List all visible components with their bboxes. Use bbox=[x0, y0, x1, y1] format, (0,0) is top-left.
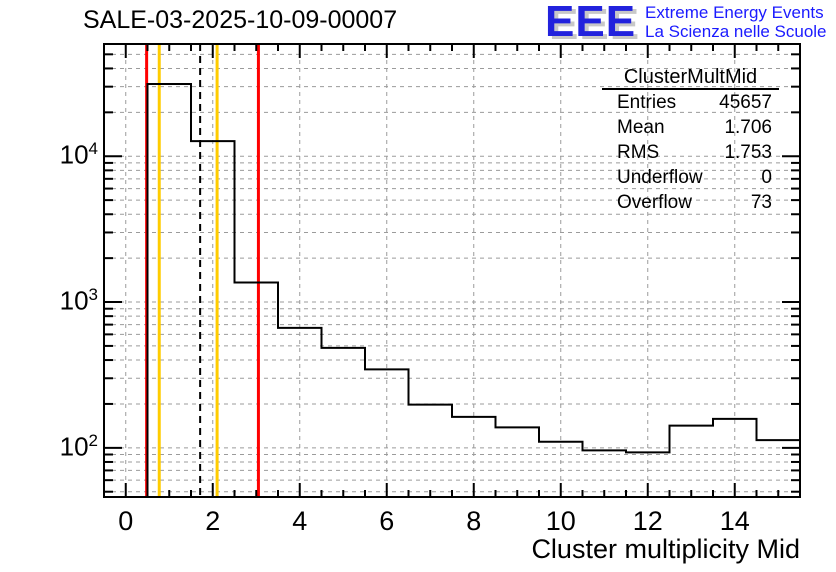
eee-logo-line1: Extreme Energy Events bbox=[645, 3, 824, 22]
stats-row-label: Overflow bbox=[617, 191, 692, 213]
stats-row-value: 1.753 bbox=[724, 141, 772, 163]
stats-row-value: 45657 bbox=[719, 91, 772, 113]
stats-row-value: 1.706 bbox=[724, 116, 772, 138]
plot-title: SALE-03-2025-10-09-00007 bbox=[83, 6, 398, 34]
stats-row: Entries 45657 bbox=[602, 90, 779, 115]
y-tick-label: 102 bbox=[59, 430, 98, 462]
x-tick-label: 14 bbox=[720, 506, 750, 536]
x-tick-label: 8 bbox=[466, 506, 481, 536]
stats-row-label: RMS bbox=[617, 141, 660, 163]
x-tick-label: 10 bbox=[546, 506, 576, 536]
stats-rows: Entries 45657 Mean 1.706 RMS 1.753 Underflow 0 O… bbox=[602, 90, 779, 215]
stats-row: Overflow 73 bbox=[602, 190, 779, 215]
stats-row-value: 73 bbox=[750, 191, 772, 213]
y-tick-label: 103 bbox=[59, 285, 98, 316]
x-tick-label: 12 bbox=[633, 506, 663, 536]
stats-row-label: Underflow bbox=[617, 166, 703, 188]
eee-logo-letters: EEE bbox=[545, 0, 637, 46]
stats-box: ClusterMultMid Entries 45657 Mean 1.706 RMS 1… bbox=[602, 66, 779, 215]
gridlines bbox=[104, 44, 800, 497]
stats-row: Mean 1.706 bbox=[602, 115, 779, 140]
eee-logo-line2: La Scienza nelle Scuole bbox=[645, 22, 827, 41]
stats-row: RMS 1.753 bbox=[602, 140, 779, 165]
stats-title: ClusterMultMid bbox=[602, 66, 779, 90]
x-tick-label: 4 bbox=[292, 506, 307, 536]
histogram-line bbox=[146, 82, 800, 497]
x-tick-label: 6 bbox=[379, 506, 394, 536]
eee-logo-text: Extreme Energy Events La Scienza nelle S… bbox=[645, 3, 826, 41]
stats-row-label: Mean bbox=[617, 116, 665, 138]
y-tick-label: 104 bbox=[59, 139, 98, 170]
x-tick-label: 2 bbox=[205, 506, 220, 536]
stats-row: Underflow 0 bbox=[602, 165, 779, 190]
x-tick-labels: 0 2 4 6 8 10 12 14 bbox=[118, 506, 750, 536]
x-tick-label: 0 bbox=[118, 506, 133, 536]
stats-row-value: 0 bbox=[761, 166, 772, 188]
axis-ticks bbox=[103, 44, 801, 497]
eee-logo: EEE Extreme Energy Events La Scienza nel… bbox=[545, 0, 827, 44]
stats-row-label: Entries bbox=[617, 91, 677, 113]
x-axis-title: Cluster multiplicity Mid bbox=[531, 534, 800, 564]
